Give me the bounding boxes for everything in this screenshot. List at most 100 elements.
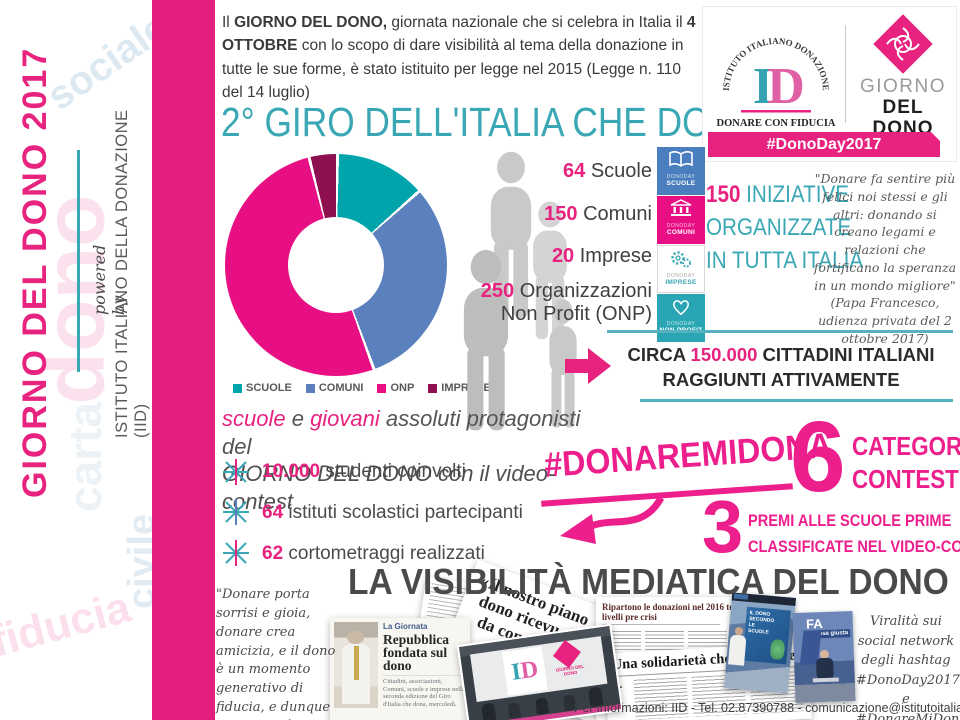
media-title-text: LA VISIBILITÀ MEDIATICA DEL DONO xyxy=(348,561,949,602)
quote-text: "Donare fa sentire più felici noi stessi… xyxy=(813,171,957,293)
star-bullet-icon xyxy=(223,499,249,525)
contest-premi: PREMI ALLE SCUOLE PRIME CLASSIFICATE NEL… xyxy=(748,508,960,560)
stage-iid-letter-d: D xyxy=(519,656,540,685)
bank-icon xyxy=(657,196,705,223)
intro-text: giornata nazionale che si celebra in Ita… xyxy=(387,14,687,31)
legend-item: SCUOLE xyxy=(233,382,292,394)
bullet-label: studenti coinvolti xyxy=(320,461,466,482)
iid-letter-d: D xyxy=(767,58,805,115)
bullet-number: 64 xyxy=(262,502,284,523)
legend-swatch xyxy=(377,383,387,393)
iid-letter-i: I xyxy=(753,58,773,115)
bullet-number: 62 xyxy=(262,543,284,564)
intro-bold-date: 4 OTTOBRE xyxy=(222,14,696,55)
star-bullet-icon xyxy=(223,540,249,566)
reach-text: RAGGIUNTI ATTIVAMENTE xyxy=(662,368,900,390)
gears-icon xyxy=(658,246,704,273)
caption-highlight: scuole xyxy=(222,406,286,431)
legend-item: COMUNI xyxy=(305,382,364,394)
sidebar-org-label: ISTITUTO ITALIANO DELLA DONAZIONE (IID) xyxy=(113,109,150,438)
badge-brand: DONODAY xyxy=(666,273,696,279)
watermark: fiducia xyxy=(0,582,136,667)
tv-screen: IL DONO SECONDO LE SCUOLE xyxy=(742,606,791,665)
sidebar: dono sociale civile fiducia carta GIORNO… xyxy=(0,0,215,720)
stat-number: 150 xyxy=(544,203,578,225)
reach-text: CITTADINI ITALIANI xyxy=(757,344,935,365)
contest-label: CONTEST xyxy=(852,464,959,494)
clipping-body: Cittadini, associazioni, Comuni, scuole … xyxy=(383,675,466,708)
clipping-headline: Ripartono le donazioni nel 2016 tornate … xyxy=(602,602,764,622)
badge-comuni: DONODAY COMUNI xyxy=(657,196,705,244)
stat-number: 250 xyxy=(480,280,515,302)
page-title: 2° GIRO DELL'ITALIA CHE DONA xyxy=(221,99,781,146)
pope-photo xyxy=(334,622,378,708)
badge-scuole: DONODAY SCUOLE xyxy=(657,147,705,195)
contest-label: PREMI ALLE SCUOLE PRIME xyxy=(748,511,952,530)
iniziative-line: IN TUTTA ITALIA xyxy=(706,247,864,274)
reach-number: 150.000 xyxy=(690,344,758,365)
footer-contacts: Per informazioni: IID - Tel. 02.87390788… xyxy=(574,701,960,715)
heart-icon xyxy=(657,294,705,321)
bullet-label: cortometraggi realizzati xyxy=(283,543,485,564)
caption-text: e xyxy=(285,406,311,431)
iniziative-block: 150 INIZIATIVE ORGANIZZATE IN TUTTA ITAL… xyxy=(706,178,863,277)
bullet-item: 64 istituti scolastici partecipanti xyxy=(262,502,523,524)
contest-number-3: 3 xyxy=(702,485,744,568)
tv-screenshot-scuole: IL DONO SECONDO LE SCUOLE xyxy=(723,592,797,694)
badge-brand: DONODAY xyxy=(666,223,696,229)
stat-number: 64 xyxy=(563,160,586,182)
giorno-del-dono-logo: GIORNO DEL DONO xyxy=(853,14,953,139)
bullet-item: 10.000 studenti coinvolti xyxy=(262,461,466,483)
caption-text: assoluti protagonisti del xyxy=(222,406,581,459)
intro-paragraph: Il GIORNO DEL DONO, giornata nazionale c… xyxy=(222,11,696,104)
donoday-ribbon: #DonoDay2017 xyxy=(708,132,941,157)
watermark: carta xyxy=(58,402,111,512)
media-title: LA VISIBILITÀ MEDIATICA DEL DONO xyxy=(348,561,949,603)
quote-text: "Donare porta sorrisi e gioia, donare cr… xyxy=(216,587,336,720)
contest-label: CLASSIFICATE NEL VIDEO-CONTEST xyxy=(748,537,960,556)
clipping-kicker: La Giornata xyxy=(383,622,428,631)
legend-label: SCUOLE xyxy=(246,382,292,394)
gdd-swirl-icon xyxy=(886,27,920,61)
tv-caption: IL DONO SECONDO LE SCUOLE xyxy=(747,609,775,636)
badge-label: IMPRESE xyxy=(665,279,697,286)
legend-swatch xyxy=(233,383,242,393)
page-title-text: 2° GIRO DELL'ITALIA CHE DONA xyxy=(221,99,759,145)
book-icon xyxy=(657,147,705,174)
logo-divider xyxy=(845,25,846,123)
legend-item: ONP xyxy=(377,382,414,394)
newspaper-clipping-giornata: La Giornata Repubblica fondata sul dono … xyxy=(330,618,470,720)
badge-brand: DONODAY xyxy=(666,174,696,180)
sidebar-magenta-bar xyxy=(152,0,215,720)
reach-text: CIRCA xyxy=(627,344,691,365)
stats-list: 64 Scuole 150 Comuni 20 Imprese 250 Orga… xyxy=(420,150,652,325)
iid-underline xyxy=(741,110,811,113)
caption-highlight: giovani xyxy=(310,406,380,431)
legend-label: COMUNI xyxy=(318,382,364,394)
stat-row: 20 Imprese xyxy=(552,245,652,268)
intro-bold-giorno: GIORNO DEL DONO, xyxy=(234,14,388,31)
badge-label: COMUNI xyxy=(666,229,696,236)
reach-banner: CIRCA 150.000 CITTADINI ITALIANI RAGGIUN… xyxy=(609,343,953,393)
quote-attribution: (Papa Francesco, udienza privata del 2 o… xyxy=(818,295,952,346)
stat-label: Scuole xyxy=(590,160,652,182)
stat-label: Non Profit (ONP) xyxy=(500,303,652,325)
sidebar-divider-line xyxy=(77,150,80,372)
papa-quote: "Donare fa sentire più felici noi stessi… xyxy=(812,170,958,348)
virality-note: Viralità sui social network degli hashta… xyxy=(856,614,960,720)
bullet-item: 62 cortometraggi realizzati xyxy=(262,543,485,565)
logo-panel: ISTITUTO ITALIANO DONAZIONE I D DONARE C… xyxy=(702,6,957,162)
stat-number: 20 xyxy=(551,245,575,267)
clipping-headline: Repubblica fondata sul dono xyxy=(383,632,450,673)
contest-label: CATEGORIE xyxy=(852,431,960,461)
donut-hole xyxy=(288,217,384,313)
arrow-right-icon xyxy=(565,348,611,384)
stat-row: 150 Comuni xyxy=(544,203,652,226)
legend-label: ONP xyxy=(390,382,415,394)
iid-logo: ISTITUTO ITALIANO DONAZIONE I D DONARE C… xyxy=(716,36,835,129)
stat-label: Comuni xyxy=(583,203,652,225)
gdd-name-giorno: GIORNO xyxy=(859,76,947,97)
divider-line xyxy=(607,330,953,333)
bullet-number: 10.000 xyxy=(262,461,321,482)
divider-line xyxy=(640,399,953,402)
